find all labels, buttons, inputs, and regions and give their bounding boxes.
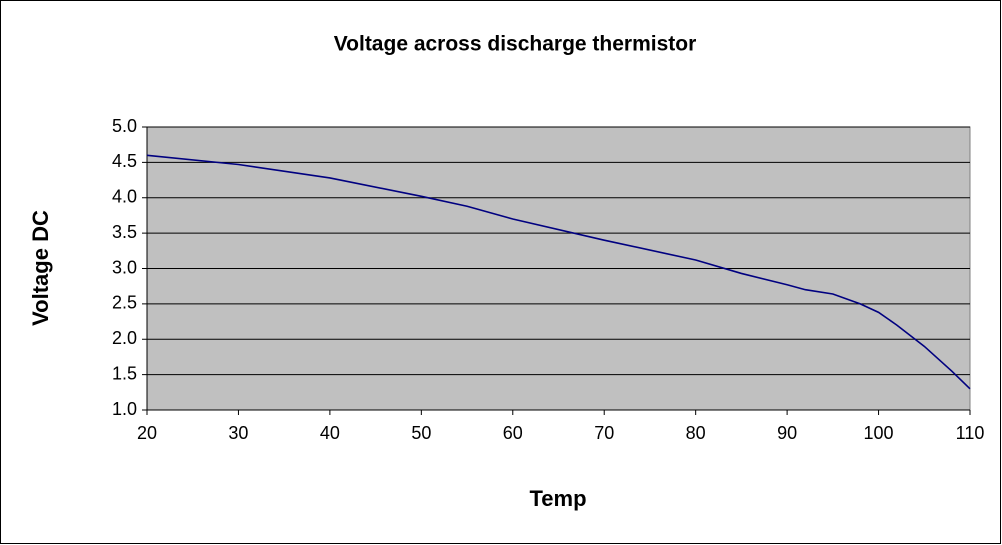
x-tick-label: 100 bbox=[864, 423, 894, 443]
x-tick-label: 30 bbox=[228, 423, 248, 443]
x-tick-label: 40 bbox=[320, 423, 340, 443]
y-axis-title: Voltage DC bbox=[28, 210, 53, 326]
y-tick-label: 4.0 bbox=[112, 187, 137, 207]
y-tick-label: 3.0 bbox=[112, 257, 137, 277]
x-tick-label: 20 bbox=[137, 423, 157, 443]
y-tick-label: 5.0 bbox=[112, 116, 137, 136]
y-tick-label: 3.5 bbox=[112, 222, 137, 242]
y-tick-label: 2.5 bbox=[112, 293, 137, 313]
x-tick-label: 80 bbox=[686, 423, 706, 443]
y-tick-label: 1.0 bbox=[112, 399, 137, 419]
x-axis-title: Temp bbox=[529, 486, 586, 511]
y-tick-label: 4.5 bbox=[112, 151, 137, 171]
y-tick-label: 1.5 bbox=[112, 363, 137, 383]
x-tick-label: 50 bbox=[411, 423, 431, 443]
x-tick-label: 60 bbox=[503, 423, 523, 443]
chart-title: Voltage across discharge thermistor bbox=[334, 33, 697, 56]
x-tick-label: 70 bbox=[594, 423, 614, 443]
x-tick-label: 90 bbox=[777, 423, 797, 443]
x-tick-label: 110 bbox=[956, 423, 985, 443]
data-line bbox=[146, 154, 971, 390]
y-tick-label: 2.0 bbox=[112, 328, 137, 348]
